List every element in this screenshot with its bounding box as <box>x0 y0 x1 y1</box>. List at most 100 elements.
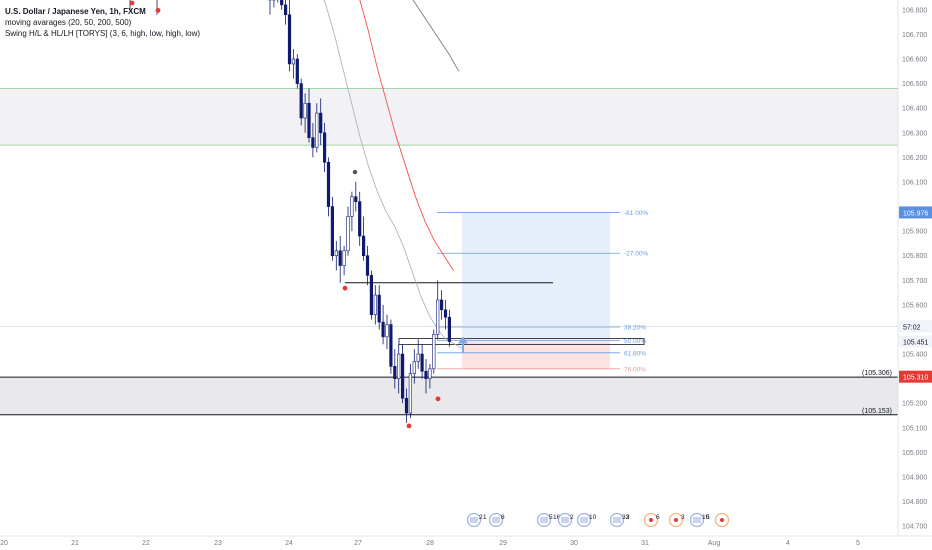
time-tick-label: 28 <box>426 540 434 547</box>
event-extra-label: 2 <box>626 514 630 521</box>
candle[interactable] <box>299 83 303 119</box>
candle[interactable] <box>283 4 288 16</box>
candle[interactable] <box>428 368 432 379</box>
candle[interactable] <box>432 334 436 370</box>
long-arrow-icon <box>458 336 468 353</box>
candle[interactable] <box>424 370 428 379</box>
candle[interactable] <box>319 112 323 134</box>
time-tick-label: 23 <box>214 540 222 547</box>
candle[interactable] <box>307 102 311 138</box>
swing-low-marker <box>435 396 441 402</box>
price-axis[interactable] <box>898 0 932 550</box>
candle[interactable] <box>443 309 448 318</box>
time-axis[interactable] <box>0 536 932 550</box>
candle[interactable] <box>439 299 444 311</box>
indicator-moving-averages[interactable]: moving avarages (20, 50, 200, 500) <box>5 18 132 27</box>
candle[interactable] <box>358 201 362 237</box>
candle-timer-badge-bg <box>899 320 932 333</box>
candle[interactable] <box>280 0 284 6</box>
candle[interactable] <box>287 14 292 65</box>
swing-low-marker <box>155 7 161 13</box>
candle[interactable] <box>377 294 381 323</box>
candle[interactable] <box>350 196 354 217</box>
candle[interactable] <box>369 275 374 316</box>
candle[interactable] <box>326 161 331 207</box>
moving-average-20 <box>323 0 464 350</box>
price-tick-label: 106.700 <box>902 32 927 39</box>
candle[interactable] <box>315 112 319 148</box>
price-tick-label: 105.700 <box>902 278 927 285</box>
candle[interactable] <box>404 398 409 414</box>
event-flag-dot <box>720 518 724 522</box>
candle[interactable] <box>291 58 296 65</box>
candle[interactable] <box>393 366 397 379</box>
candle[interactable] <box>416 353 420 362</box>
target-price-badge: 105.976 <box>903 210 928 217</box>
candle[interactable] <box>354 196 358 202</box>
time-tick-label: 22 <box>142 540 150 547</box>
candle[interactable] <box>436 299 440 335</box>
candle[interactable] <box>397 353 401 379</box>
event-count-label: 2 <box>479 514 483 521</box>
candle[interactable] <box>342 250 346 266</box>
candle[interactable] <box>295 58 299 84</box>
candle[interactable] <box>447 316 452 342</box>
candle[interactable] <box>311 137 315 148</box>
candle[interactable] <box>412 361 416 375</box>
entry-box[interactable] <box>398 338 645 345</box>
event-count-label: 6 <box>656 514 660 521</box>
event-extra-label: 1 <box>483 514 487 521</box>
level-price-badge: 105.310 <box>903 375 928 382</box>
price-tick-label: 105.900 <box>902 229 927 236</box>
price-tick-label: 104.800 <box>902 499 927 506</box>
price-tick-label: 105.800 <box>902 253 927 260</box>
loss-zone[interactable] <box>462 341 610 369</box>
price-tick-label: 106.400 <box>902 106 927 113</box>
time-tick-label: 20 <box>0 540 8 547</box>
fib-level-label: 61.80% <box>624 350 646 357</box>
candle[interactable] <box>373 294 377 316</box>
symbol-title[interactable]: U.S. Dollar / Japanese Yen, 1h, FXCM <box>5 7 146 16</box>
event-count-label: 3 <box>681 514 685 521</box>
candle[interactable] <box>322 132 327 163</box>
candle[interactable] <box>330 206 335 257</box>
candle[interactable] <box>365 255 370 276</box>
price-tick-label: 105.200 <box>902 401 927 408</box>
candle[interactable] <box>420 353 424 372</box>
candle[interactable] <box>334 250 338 257</box>
fib-level-label: 76.00% <box>624 366 646 373</box>
candle[interactable] <box>381 321 385 338</box>
fib-level-label: 38.20% <box>624 325 646 332</box>
resistance-zone <box>0 88 898 146</box>
price-tick-label: 104.900 <box>902 474 927 481</box>
time-tick-label: 27 <box>354 540 362 547</box>
candle[interactable] <box>389 324 393 367</box>
time-tick-label: 24 <box>285 540 293 547</box>
candle[interactable] <box>338 250 342 266</box>
event-flag-stripes <box>492 517 500 523</box>
candle[interactable] <box>361 235 366 257</box>
candle[interactable] <box>303 102 307 119</box>
candle[interactable] <box>385 324 389 338</box>
event-count-label: 5 <box>549 514 553 521</box>
candle[interactable] <box>346 216 350 252</box>
event-flag-dot <box>674 518 678 522</box>
swing-low-marker <box>129 0 135 6</box>
target-price-badge-bg <box>899 206 932 219</box>
event-count-label: 8 <box>501 514 505 521</box>
event-flag-stripes <box>561 517 569 523</box>
event-extra-label: 5 <box>706 514 710 521</box>
candle[interactable] <box>408 373 413 414</box>
price-tick-label: 106.100 <box>902 179 927 186</box>
price-tick-label: 106.200 <box>902 155 927 162</box>
event-count-label: 2 <box>570 514 574 521</box>
level-upper-note: (105.306) <box>862 370 892 377</box>
price-tick-label: 106.800 <box>902 7 927 14</box>
price-tick-label: 106.300 <box>902 130 927 137</box>
candle[interactable] <box>400 353 405 399</box>
profit-zone[interactable] <box>462 212 610 342</box>
price-tick-label: 105.600 <box>902 302 927 309</box>
indicator-swing-hl[interactable]: Swing H/L & HL/LH [TORYS] (3, 6, high, l… <box>5 29 201 38</box>
